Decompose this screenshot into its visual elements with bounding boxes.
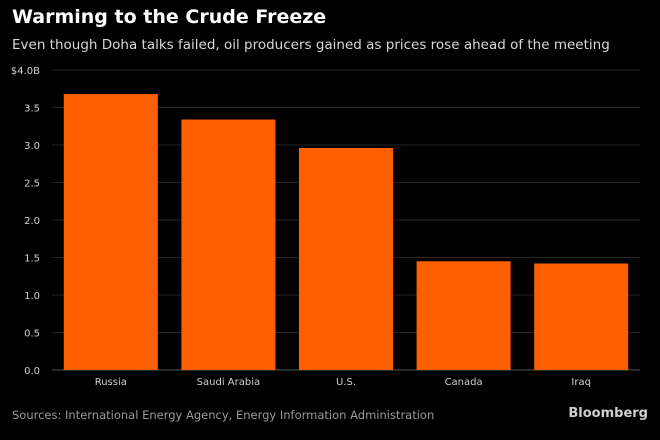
bar-russia	[63, 94, 158, 370]
bar-saudi-arabia	[181, 119, 276, 370]
chart-subtitle: Even though Doha talks failed, oil produ…	[12, 37, 610, 53]
y-tick-label: 2.5	[24, 179, 40, 190]
y-tick-label: 1.5	[24, 254, 40, 265]
bloomberg-logo: Bloomberg	[568, 406, 648, 421]
y-tick-label: 3.0	[24, 141, 40, 152]
bar-u-s-	[299, 148, 393, 370]
x-tick-label: Saudi Arabia	[197, 377, 260, 388]
y-tick-label: 3.5	[24, 104, 40, 115]
x-tick-label: Russia	[95, 377, 127, 388]
y-tick-label: 0.5	[24, 329, 40, 340]
x-tick-label: Canada	[445, 377, 483, 388]
bar-canada	[416, 261, 511, 370]
x-tick-label: U.S.	[336, 377, 356, 388]
y-tick-label: 2.0	[24, 216, 40, 227]
bar-iraq	[534, 263, 629, 370]
y-tick-label: 0.0	[24, 366, 40, 377]
y-tick-label: 1.0	[24, 291, 40, 302]
x-tick-label: Iraq	[571, 377, 591, 388]
source-note: Sources: International Energy Agency, En…	[12, 408, 435, 422]
y-tick-label: $4.0B	[11, 66, 40, 77]
chart-title: Warming to the Crude Freeze	[12, 6, 327, 28]
